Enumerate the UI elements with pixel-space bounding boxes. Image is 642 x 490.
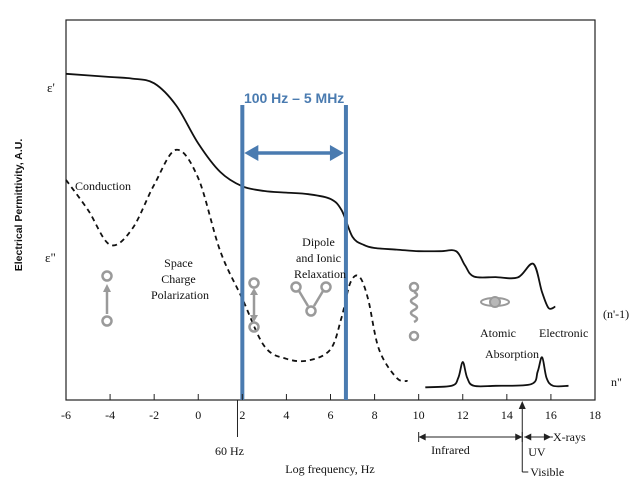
electron-orbit-icon (480, 296, 510, 308)
x-tick-label: 8 (372, 408, 378, 422)
arrowhead-right-icon (329, 145, 344, 161)
x-tick-label: -6 (61, 408, 71, 422)
infrared-label: Infrared (431, 443, 470, 457)
series-layer (65, 72, 569, 389)
infrared-arrowhead-right-icon (515, 433, 523, 441)
label-n-prime-minus-one: (n'-1) (603, 307, 629, 321)
label-space-charge-line3: Polarization (151, 288, 209, 302)
x-tick-label: 10 (413, 408, 425, 422)
visible-label: Visible (530, 465, 564, 479)
series-line-1 (65, 148, 408, 383)
x-tick-label: 12 (457, 408, 469, 422)
xrays-arrowhead-icon (544, 433, 551, 441)
y-marker-eps-double-prime: ε" (45, 250, 56, 265)
series-line-0 (65, 72, 556, 310)
xrays-label: X-rays (553, 430, 586, 444)
x-tick-label: 14 (501, 408, 513, 422)
y-axis-title: Electrical Permittivity, A.U. (13, 139, 25, 272)
arrowhead-left-icon (244, 145, 259, 161)
label-dipole-line1: Dipole (302, 235, 335, 249)
label-dipole-line3: Relaxation (294, 267, 346, 281)
label-n-double-prime: n" (611, 375, 622, 389)
uv-arrowhead-left-icon (524, 433, 532, 441)
uv-label: UV (528, 445, 546, 459)
x-tick-label: -4 (105, 408, 115, 422)
marker-60hz-label: 60 Hz (215, 444, 244, 458)
plot-frame (65, 19, 596, 401)
spectral-bands: Infrared UV X-rays Visible (418, 401, 586, 479)
visible-arrowhead-icon (518, 401, 526, 409)
label-space-charge: Space Charge Polarization (151, 256, 209, 302)
highlight-label: 100 Hz – 5 MHz (244, 90, 344, 106)
x-tick-label: 4 (283, 408, 289, 422)
x-axis-title: Log frequency, Hz (285, 462, 375, 476)
label-conduction-line: Conduction (75, 179, 131, 193)
y-marker-eps-prime: ε' (47, 80, 55, 95)
label-dipole-ionic: Dipole and Ionic Relaxation (294, 235, 346, 281)
x-tick-label: -2 (149, 408, 159, 422)
conduction-charge-icon (101, 270, 113, 327)
label-conduction: Conduction (75, 179, 131, 193)
x-tick-label: 16 (545, 408, 557, 422)
series-line-2 (425, 356, 569, 389)
label-space-charge-line2: Charge (161, 272, 195, 286)
highlight-range: 100 Hz – 5 MHz (240, 90, 348, 400)
x-tick-label: 6 (328, 408, 334, 422)
infrared-arrowhead-left-icon (418, 433, 426, 441)
label-atomic: Atomic (480, 326, 516, 340)
x-axis-ticks: -6 -4 -2 0 2 4 6 8 10 12 14 16 18 (61, 394, 601, 422)
label-electronic: Electronic (539, 326, 588, 340)
oscillating-chain-icon (408, 281, 420, 342)
label-space-charge-line1: Space (164, 256, 193, 270)
x-tick-label: 18 (589, 408, 601, 422)
x-tick-label: 2 (239, 408, 245, 422)
label-absorption: Absorption (485, 347, 539, 361)
x-tick-label: 0 (195, 408, 201, 422)
dipole-molecule-icon (290, 281, 332, 317)
label-dipole-line2: and Ionic (296, 251, 341, 265)
space-charge-icon (248, 277, 260, 333)
